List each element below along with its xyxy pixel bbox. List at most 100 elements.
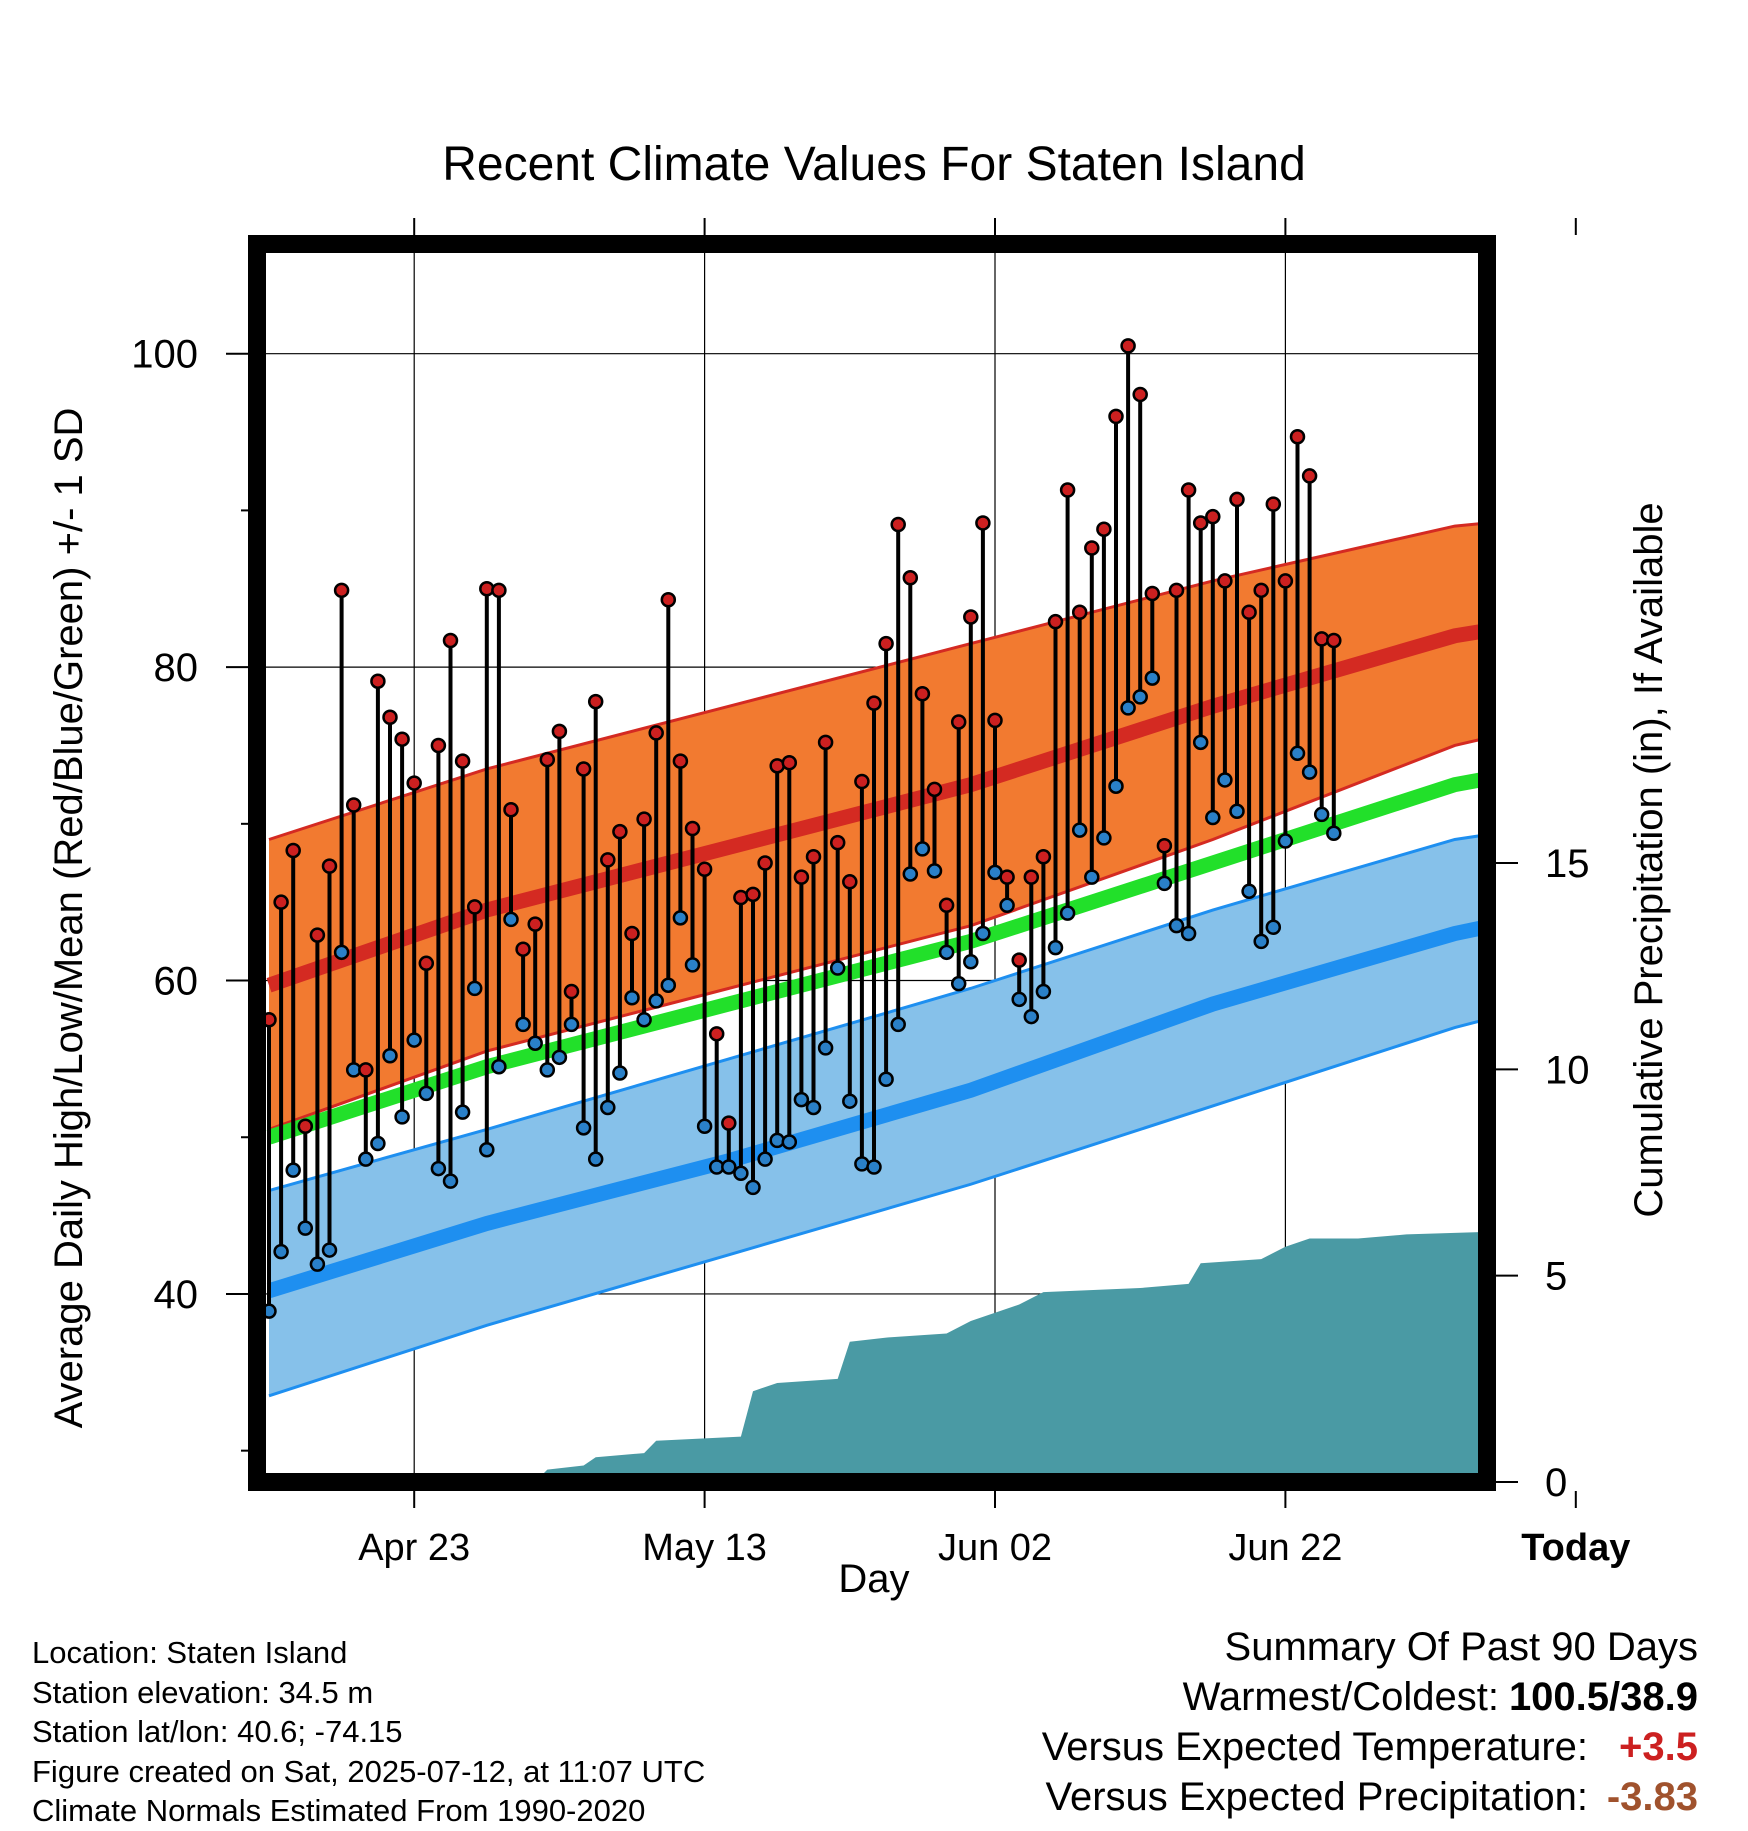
daily-high-point <box>1084 540 1100 556</box>
daily-high-point <box>1265 496 1282 512</box>
daily-low-point <box>1217 772 1233 788</box>
y-tick-label: 100 <box>131 333 198 377</box>
daily-low-point <box>430 1160 447 1177</box>
daily-high-point <box>1156 838 1173 854</box>
normal-low-line <box>266 919 1487 1298</box>
daily-low-point <box>1035 983 1052 1000</box>
daily-high-point <box>430 737 447 754</box>
y2-tick-label: 5 <box>1545 1255 1567 1299</box>
daily-low-point <box>672 910 689 926</box>
daily-low-point <box>1096 830 1112 846</box>
y-tick-label: 40 <box>154 1273 199 1317</box>
daily-high-point <box>491 582 507 599</box>
y2-tick-label: 15 <box>1545 842 1590 886</box>
daily-high-point <box>878 635 894 652</box>
daily-high-point <box>345 797 362 813</box>
daily-high-point <box>721 1115 737 1131</box>
daily-low-point <box>515 1016 531 1033</box>
daily-low-point <box>1301 764 1318 780</box>
daily-high-point <box>636 811 652 827</box>
daily-high-point <box>757 855 773 871</box>
precipitation-area <box>269 1231 1487 1482</box>
daily-low-point <box>1289 745 1306 762</box>
daily-low-point <box>309 1256 326 1272</box>
normal-mean-line <box>266 771 1487 1145</box>
daily-low-point <box>1059 905 1076 921</box>
daily-high-point <box>612 823 628 840</box>
daily-high-point <box>829 834 846 851</box>
daily-low-point <box>333 944 350 961</box>
daily-high-point <box>442 632 459 649</box>
daily-high-point <box>1241 604 1257 621</box>
daily-high-point <box>708 1026 725 1042</box>
daily-high-point <box>285 842 301 859</box>
daily-high-point <box>1301 468 1318 484</box>
low-sd-upper-line <box>268 833 1487 1192</box>
daily-high-point <box>842 874 858 890</box>
daily-high-point <box>1144 585 1161 602</box>
daily-high-point <box>1023 869 1040 885</box>
low-sd-lower-line <box>268 1017 1487 1398</box>
created-text: Figure created on Sat, 2025-07-12, at 11… <box>32 1753 706 1789</box>
x-tick-label: Jun 22 <box>1228 1527 1342 1569</box>
daily-high-point <box>297 1118 314 1135</box>
location-text: Location: Staten Island <box>32 1635 348 1670</box>
daily-high-point <box>1277 573 1294 589</box>
daily-low-point <box>696 1118 713 1135</box>
precip-anomaly-label: Versus Expected Precipitation: <box>1045 1775 1588 1819</box>
daily-low-point <box>563 1016 580 1033</box>
daily-low-point <box>1156 875 1173 892</box>
daily-low-point <box>1192 734 1209 751</box>
daily-low-point <box>1120 700 1136 716</box>
daily-low-point <box>721 1159 737 1175</box>
daily-high-point <box>418 955 435 972</box>
daily-low-point <box>866 1159 882 1175</box>
daily-high-point <box>975 515 991 531</box>
daily-high-point <box>805 848 822 865</box>
x-tick-label: Apr 23 <box>358 1527 470 1569</box>
daily-low-point <box>745 1179 761 1196</box>
daily-high-point <box>575 761 592 777</box>
y2-tick-label: 0 <box>1545 1461 1567 1505</box>
daily-low-point <box>817 1040 834 1056</box>
daily-low-point <box>418 1085 435 1102</box>
daily-high-point <box>1059 482 1076 498</box>
daily-high-point <box>793 869 810 885</box>
daily-low-point <box>938 944 955 961</box>
daily-high-point <box>999 869 1015 885</box>
daily-low-point <box>1011 991 1027 1008</box>
daily-high-point <box>1096 521 1112 537</box>
daily-low-point <box>442 1173 459 1189</box>
precip-anomaly-row: Versus Expected Precipitation: -3.83 <box>1042 1772 1698 1822</box>
latlon-text: Station lat/lon: 40.6; -74.15 <box>32 1714 403 1749</box>
daily-low-point <box>1168 917 1185 934</box>
daily-high-point <box>781 754 798 771</box>
daily-low-point <box>1144 670 1161 686</box>
daily-high-point <box>1011 952 1027 968</box>
summary-panel: Summary Of Past 90 Days Warmest/Coldest:… <box>1042 1622 1698 1822</box>
daily-high-point <box>914 686 931 702</box>
daily-low-point <box>1023 1008 1040 1025</box>
daily-low-point <box>648 993 664 1009</box>
daily-low-point <box>1084 869 1100 885</box>
daily-high-point <box>1132 386 1148 403</box>
temp-anomaly-value: +3.5 <box>1619 1725 1698 1769</box>
daily-high-point <box>950 714 967 730</box>
daily-high-point <box>902 570 919 586</box>
daily-low-point <box>975 925 991 942</box>
daily-high-point <box>987 712 1003 729</box>
daily-high-point <box>406 775 422 791</box>
daily-high-point <box>1217 573 1233 589</box>
daily-low-point <box>793 1091 810 1108</box>
y-tick-label: 60 <box>154 960 199 1004</box>
days-label-line2: Days <box>1584 1419 1670 1460</box>
daily-low-point <box>829 960 846 976</box>
daily-low-point <box>612 1065 628 1081</box>
daily-low-point <box>926 863 943 879</box>
daily-high-point <box>358 1062 374 1078</box>
daily-low-point <box>503 911 519 928</box>
daily-low-point <box>394 1109 410 1125</box>
daily-high-point <box>1071 604 1088 621</box>
daily-high-point <box>515 941 531 957</box>
